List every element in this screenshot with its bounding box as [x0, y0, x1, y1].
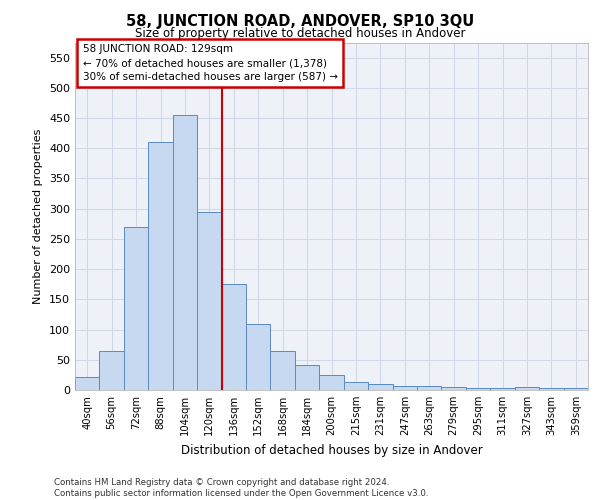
Text: Size of property relative to detached houses in Andover: Size of property relative to detached ho…	[135, 28, 465, 40]
Bar	[148, 142, 173, 390]
Bar	[417, 386, 442, 390]
Bar	[173, 115, 197, 390]
Bar	[197, 212, 221, 390]
Bar	[490, 388, 515, 390]
Bar	[392, 386, 417, 390]
Bar	[271, 350, 295, 390]
Bar	[295, 364, 319, 390]
Y-axis label: Number of detached properties: Number of detached properties	[34, 128, 43, 304]
Bar	[319, 375, 344, 390]
Text: 58 JUNCTION ROAD: 129sqm
← 70% of detached houses are smaller (1,378)
30% of sem: 58 JUNCTION ROAD: 129sqm ← 70% of detach…	[83, 44, 338, 82]
Bar	[368, 384, 392, 390]
Bar	[246, 324, 271, 390]
Bar	[344, 382, 368, 390]
Bar	[221, 284, 246, 390]
Text: 58, JUNCTION ROAD, ANDOVER, SP10 3QU: 58, JUNCTION ROAD, ANDOVER, SP10 3QU	[126, 14, 474, 29]
Bar	[515, 387, 539, 390]
Text: Contains HM Land Registry data © Crown copyright and database right 2024.
Contai: Contains HM Land Registry data © Crown c…	[54, 478, 428, 498]
Bar	[466, 388, 490, 390]
Bar	[563, 388, 588, 390]
Bar	[100, 350, 124, 390]
Bar	[124, 227, 148, 390]
Bar	[75, 376, 100, 390]
X-axis label: Distribution of detached houses by size in Andover: Distribution of detached houses by size …	[181, 444, 482, 456]
Bar	[539, 388, 563, 390]
Bar	[442, 387, 466, 390]
